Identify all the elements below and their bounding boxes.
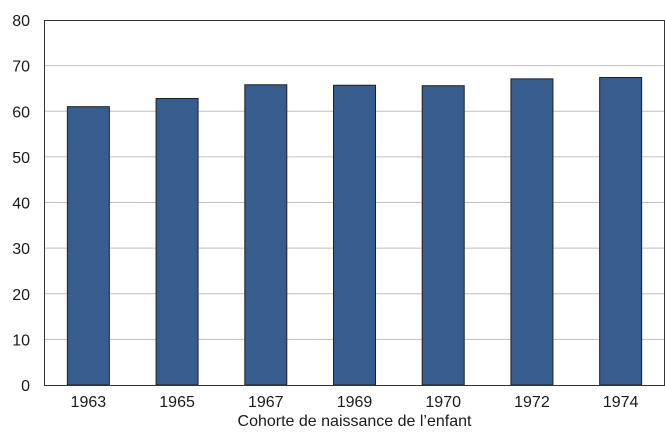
bar-1969 <box>333 84 376 386</box>
x-tick-label: 1972 <box>514 394 550 411</box>
bar-1972 <box>510 78 554 386</box>
x-tick-label: 1969 <box>337 394 373 411</box>
bar-1963 <box>66 106 110 386</box>
y-tick-label: 40 <box>12 196 30 213</box>
y-axis-ticks: 0 10 20 30 40 50 60 70 80 <box>12 13 30 395</box>
y-tick-label: 30 <box>12 241 30 258</box>
y-tick-label: 10 <box>12 332 30 349</box>
x-tick-label: 1967 <box>248 394 284 411</box>
bar-1967 <box>244 84 288 386</box>
bar-1970 <box>421 85 465 386</box>
x-tick-label: 1970 <box>425 394 461 411</box>
y-tick-label: 60 <box>12 104 30 121</box>
y-tick-label: 50 <box>12 150 30 167</box>
x-tick-label: 1963 <box>71 394 107 411</box>
x-tick-label: 1965 <box>159 394 195 411</box>
x-axis-ticks: 1963 1965 1967 1969 1970 1972 1974 <box>71 394 639 411</box>
y-tick-label: 70 <box>12 59 30 76</box>
x-tick-label: 1974 <box>603 394 639 411</box>
y-tick-label: 0 <box>21 378 30 395</box>
x-axis-title: Cohorte de naissance de l’enfant <box>238 413 472 430</box>
bar-1974 <box>599 76 643 386</box>
y-tick-label: 20 <box>12 287 30 304</box>
y-tick-label: 80 <box>12 13 30 30</box>
bar-1965 <box>155 97 199 386</box>
bars <box>66 76 643 386</box>
